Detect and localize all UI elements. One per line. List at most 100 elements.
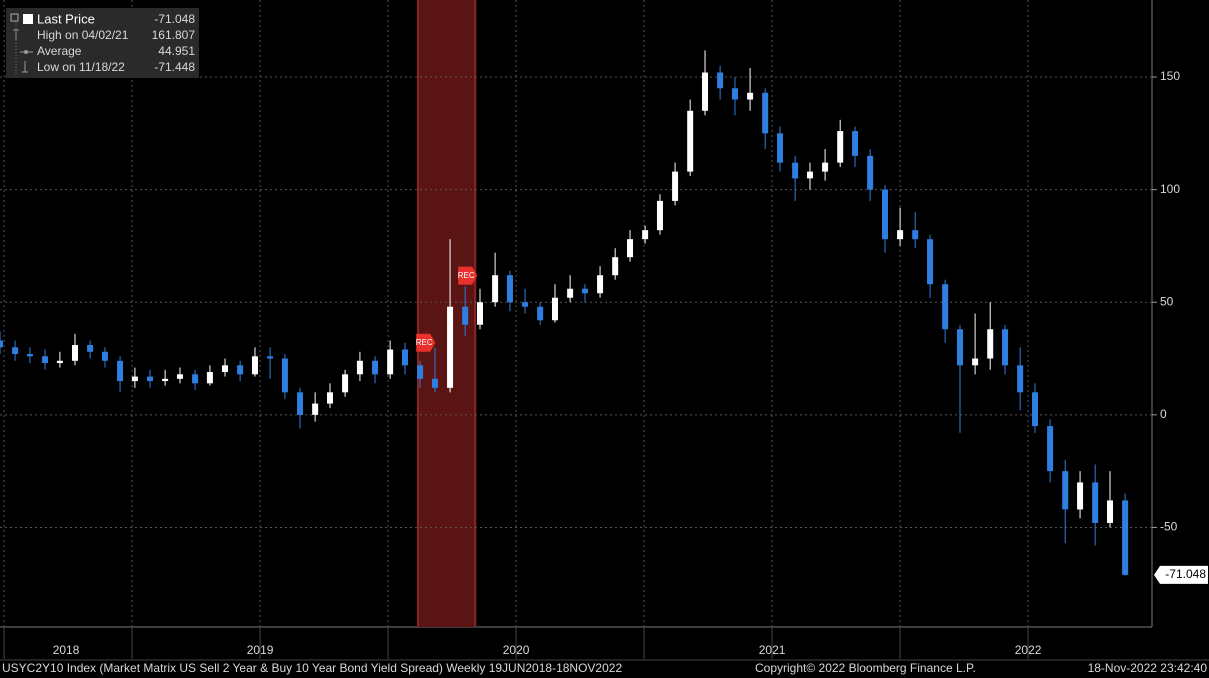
legend-value: 161.807 xyxy=(152,28,196,42)
candle-body xyxy=(581,288,588,294)
candle-body xyxy=(87,345,94,352)
candle-body xyxy=(372,360,379,375)
candle-body xyxy=(506,275,513,303)
candle-body xyxy=(822,162,829,172)
candle-body xyxy=(1107,500,1114,523)
x-tick-label: 2019 xyxy=(247,643,274,657)
candle-body xyxy=(597,275,604,294)
candle-body xyxy=(477,302,483,325)
legend-label: Low on 11/18/22 xyxy=(37,60,125,74)
candle-body xyxy=(881,189,888,240)
x-tick-label: 2022 xyxy=(1015,643,1042,657)
candle-body xyxy=(431,378,438,388)
candle-body xyxy=(552,297,559,321)
legend-icon xyxy=(23,14,33,24)
candle-body xyxy=(837,131,844,163)
candle-body xyxy=(1092,482,1099,523)
candle-body xyxy=(522,302,529,307)
candle-body xyxy=(1062,471,1069,510)
candle-body xyxy=(447,306,454,388)
footer-copyright: Copyright© 2022 Bloomberg Finance L.P. xyxy=(755,661,976,675)
candle-body xyxy=(1017,365,1024,393)
candle-body xyxy=(612,257,619,276)
candle-body xyxy=(222,365,229,373)
candle-body xyxy=(731,88,738,100)
y-tick-label: -50 xyxy=(1160,520,1178,534)
legend-label: Average xyxy=(37,44,82,58)
event-label: REC xyxy=(458,271,475,280)
candle-body xyxy=(912,230,919,240)
candle-body xyxy=(702,72,709,111)
event-label: REC xyxy=(416,338,433,347)
candle-body xyxy=(401,349,408,366)
y-tick-label: 100 xyxy=(1160,182,1180,196)
legend-box xyxy=(6,8,199,78)
candle-body xyxy=(1032,392,1039,427)
candle-body xyxy=(972,358,979,366)
candle-body xyxy=(792,162,799,179)
candle-body xyxy=(12,347,19,355)
candle-body xyxy=(176,374,183,379)
candle-body xyxy=(687,110,694,172)
last-price-label: -71.048 xyxy=(1165,567,1206,581)
legend-glyph xyxy=(24,50,28,54)
candle-body xyxy=(747,92,754,100)
candle-body xyxy=(942,284,949,330)
candle-body xyxy=(1122,500,1129,575)
candle-body xyxy=(192,374,199,384)
candle-body xyxy=(957,329,963,366)
candle-body xyxy=(0,340,3,348)
candle-body xyxy=(1047,426,1054,472)
candle-body xyxy=(1077,482,1084,510)
legend-value: -71.048 xyxy=(154,12,195,26)
y-tick-label: 0 xyxy=(1160,407,1167,421)
candle-body xyxy=(537,306,544,321)
candle-body xyxy=(131,376,138,382)
candle-body xyxy=(987,329,994,359)
candle-body xyxy=(281,358,288,393)
candle-body xyxy=(567,288,574,298)
candle-body xyxy=(162,378,169,382)
candle-body xyxy=(26,354,33,357)
footer-timestamp: 18-Nov-2022 23:42:40 xyxy=(1088,661,1208,675)
candle-body xyxy=(642,230,649,240)
candle-body xyxy=(56,360,63,364)
candle-body xyxy=(1002,329,1009,366)
candle-body xyxy=(462,306,469,325)
candle-body xyxy=(417,365,424,379)
candle-body xyxy=(267,356,274,359)
candle-body xyxy=(342,374,349,393)
candle-body xyxy=(297,392,304,415)
candle-body xyxy=(312,403,319,415)
candle-body xyxy=(42,356,49,364)
y-tick-label: 50 xyxy=(1160,294,1174,308)
candle-body xyxy=(326,392,333,404)
candle-body xyxy=(777,133,784,163)
y-tick-label: 150 xyxy=(1160,69,1180,83)
event-marker xyxy=(416,333,436,352)
candle-body xyxy=(251,356,258,375)
candle-body xyxy=(147,376,154,382)
candle-body xyxy=(101,351,108,361)
last-price-tag xyxy=(1154,565,1208,584)
legend-value: 44.951 xyxy=(158,44,195,58)
legend-label: High on 04/02/21 xyxy=(37,28,129,42)
candle-body xyxy=(867,155,874,190)
candle-body xyxy=(672,171,679,201)
legend-value: -71.448 xyxy=(154,60,195,74)
candle-body xyxy=(897,230,904,240)
x-tick-label: 2021 xyxy=(759,643,786,657)
candle-body xyxy=(206,372,213,384)
candle-body xyxy=(762,92,769,134)
candle-body xyxy=(356,360,363,375)
candle-body xyxy=(492,275,499,303)
candle-body xyxy=(717,72,724,89)
x-tick-label: 2020 xyxy=(503,643,530,657)
candle-body xyxy=(387,349,394,375)
candle-body xyxy=(237,365,244,375)
legend-toggle[interactable] xyxy=(10,13,19,22)
footer-source: USYC2Y10 Index (Market Matrix US Sell 2 … xyxy=(2,661,622,675)
candle-body xyxy=(927,239,934,285)
event-marker xyxy=(458,266,478,285)
